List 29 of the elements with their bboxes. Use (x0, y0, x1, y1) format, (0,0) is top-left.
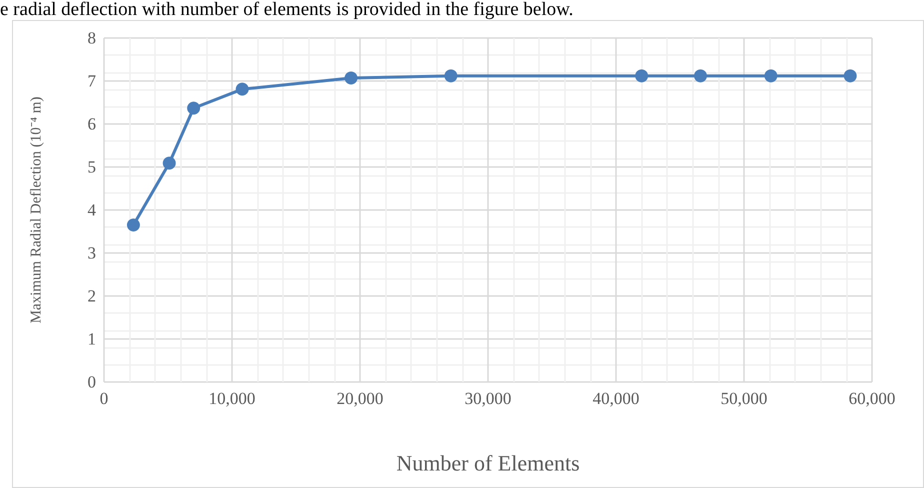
point (844, 69, 857, 82)
point (187, 102, 200, 115)
point (344, 71, 358, 84)
point (635, 69, 648, 82)
y-tick-label: 1 (88, 330, 96, 348)
point (694, 69, 707, 82)
x-axis-title: Number of Elements (396, 450, 580, 476)
text: e radial deflection with number of elements is provided in the figure below. (0, 0, 574, 20)
y-tick-label: 5 (88, 158, 96, 176)
x-tick-label: 0 (100, 389, 108, 408)
y-tick-label: 8 (88, 28, 96, 48)
x-tick-label: 20,000 (336, 389, 384, 408)
y-tick-label: 6 (88, 114, 96, 134)
y-tick-label: 3 (88, 244, 96, 262)
x-tick-label: 10,000 (208, 389, 256, 408)
point (236, 82, 249, 96)
y-tick-label: 2 (88, 286, 96, 306)
point (126, 218, 140, 232)
x-tick-label: 50,000 (720, 389, 768, 408)
x-tick-label: 40,000 (592, 389, 640, 408)
y-tick-label: 0 (88, 372, 96, 392)
x-tick-label: 60,000 (848, 389, 896, 408)
y-tick-label: 7 (88, 72, 96, 90)
x-tick-label: 30,000 (464, 389, 512, 408)
point (444, 69, 458, 82)
y-axis-title: Maximum Radial Deflection (10⁻⁴ m) (28, 96, 44, 324)
point (764, 69, 778, 82)
point (162, 156, 176, 170)
y-tick-label: 4 (88, 200, 96, 220)
